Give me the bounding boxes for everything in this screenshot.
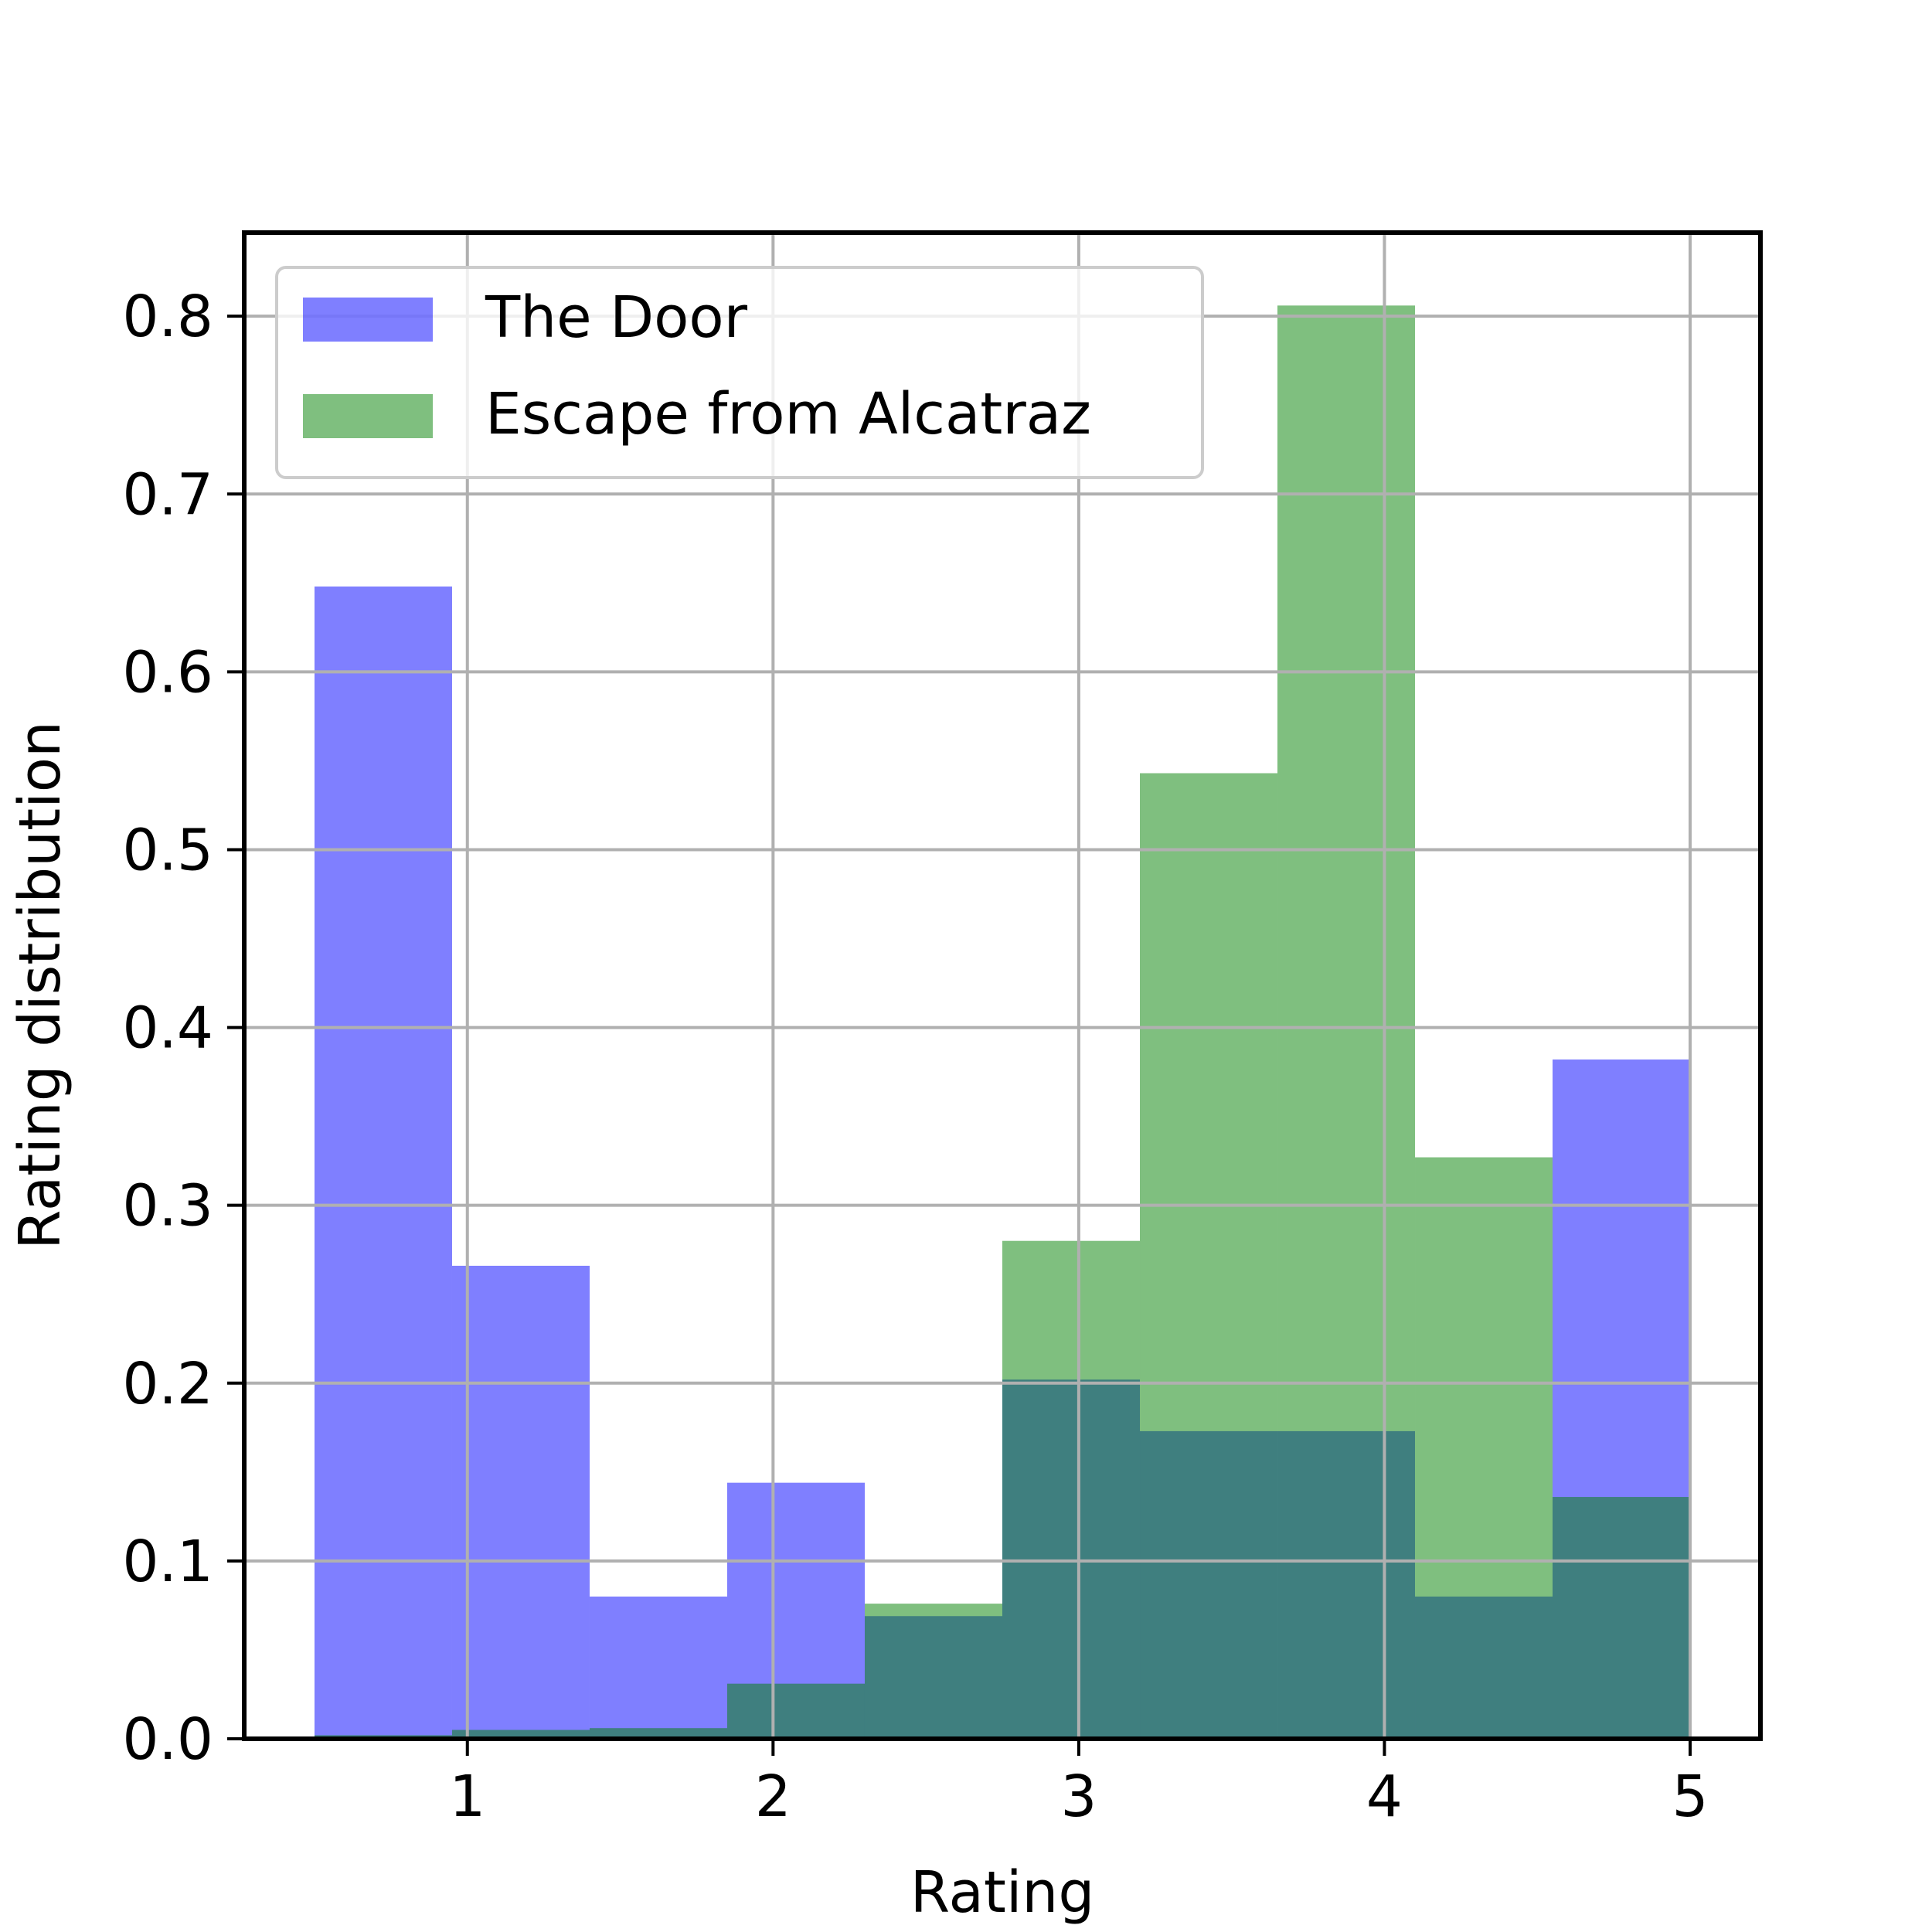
bar-escape-from-alcatraz-bin-3 [589,1728,727,1739]
legend-swatch-the-door [303,298,433,342]
y-tick-label-0-3: 0.3 [122,1173,213,1240]
legend: The Door Escape from Alcatraz [275,266,1204,479]
y-tick-label-0-0: 0.0 [122,1706,213,1773]
x-tick-label-1: 1 [449,1764,485,1830]
bar-escape-from-alcatraz-bin-6 [1002,1240,1141,1739]
y-tick-label-0-6: 0.6 [122,639,213,706]
x-axis-label: Rating [910,1859,1095,1926]
y-tick-label-0-2: 0.2 [122,1351,213,1417]
bar-escape-from-alcatraz-bin-5 [864,1604,1002,1739]
bar-the-door-bin-1 [314,586,452,1740]
bar-the-door-bin-2 [451,1265,590,1739]
bar-escape-from-alcatraz-bin-9 [1415,1157,1553,1739]
plot-frame [242,230,1763,1741]
bars-layer [314,305,1691,1740]
y-tick-label-0-4: 0.4 [122,995,213,1062]
y-axis-label: Rating distribution [7,721,73,1250]
legend-box [275,266,1204,479]
bar-escape-from-alcatraz-bin-10 [1553,1497,1691,1739]
x-tick-label-4: 4 [1366,1764,1403,1830]
bar-escape-from-alcatraz-bin-2 [451,1730,590,1739]
bar-escape-from-alcatraz-bin-4 [726,1683,865,1739]
y-tick-label-0-8: 0.8 [122,284,213,350]
legend-swatch-escape-from-alcatraz [303,394,433,438]
y-tick-label-0-7: 0.7 [122,461,213,528]
bar-the-door-bin-3 [589,1596,727,1739]
x-tick-label-3: 3 [1060,1764,1097,1830]
y-tick-label-0-5: 0.5 [122,817,213,883]
grid-layer [244,233,1760,1740]
bar-escape-from-alcatraz-bin-8 [1277,305,1416,1740]
legend-label-the-door: The Door [485,284,748,351]
x-tick-label-2: 2 [755,1764,791,1830]
x-tick-label-5: 5 [1672,1764,1708,1830]
legend-label-escape-from-alcatraz: Escape from Alcatraz [485,381,1091,447]
bar-escape-from-alcatraz-bin-7 [1140,773,1278,1740]
ticks-layer: 1 2 3 4 5 0.0 0.1 0.2 0.3 0.4 0.5 0.6 0.7 0.8 [122,284,1708,1830]
y-tick-label-0-1: 0.1 [122,1529,213,1595]
